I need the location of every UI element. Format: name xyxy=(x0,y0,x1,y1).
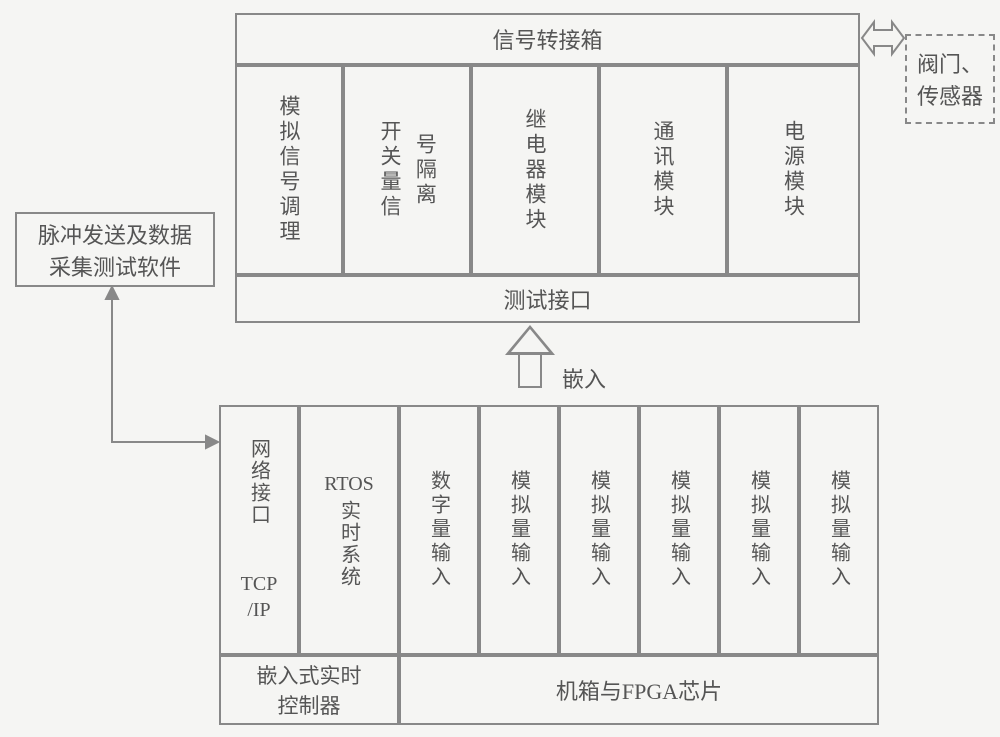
ctrl-footer: 嵌入式实时 控制器 xyxy=(219,655,399,725)
test-interface-text: 测试接口 xyxy=(503,283,591,315)
signal-box-title: 信号转接箱 xyxy=(235,13,860,65)
ctrl-footer-l2: 控制器 xyxy=(278,690,341,720)
module-analog-signal: 模拟信号调理 xyxy=(235,65,343,275)
module-label: 模拟信号调理 xyxy=(274,95,304,245)
fpga-footer-text: 机箱与FPGA芯片 xyxy=(556,674,722,706)
bidir-arrow-icon xyxy=(858,12,908,64)
fpga-mod-1: 模拟量输入 xyxy=(479,405,559,655)
pulse-software-box: 脉冲发送及数据 采集测试软件 xyxy=(15,212,215,287)
embed-arrow xyxy=(505,325,555,388)
net-if-text: 网络接口 xyxy=(245,438,274,526)
module-comm: 通讯模块 xyxy=(599,65,727,275)
l-arrow-icon xyxy=(100,287,230,457)
valve-sensor-box: 阀门、 传感器 xyxy=(905,34,995,124)
sensor-text: 传感器 xyxy=(917,79,983,111)
fpga-mod-label: 模拟量输入 xyxy=(665,470,694,590)
pulse-line1: 脉冲发送及数据 xyxy=(38,218,192,250)
module-relay: 继电器模块 xyxy=(471,65,599,275)
ctrl-footer-l1: 嵌入式实时 xyxy=(257,660,362,690)
fpga-mod-3: 模拟量输入 xyxy=(639,405,719,655)
rt-sys-text: 实时系统 xyxy=(335,500,364,588)
module-power: 电源模块 xyxy=(727,65,860,275)
module-switch-isolation: 开关量信 号隔离 xyxy=(343,65,471,275)
module-label: 电源模块 xyxy=(779,120,809,220)
fpga-mod-label: 模拟量输入 xyxy=(505,470,534,590)
fpga-mod-label: 模拟量输入 xyxy=(825,470,854,590)
pulse-line2: 采集测试软件 xyxy=(49,250,181,282)
tcpip-text: TCP/IP xyxy=(241,571,278,623)
module-label: 继电器模块 xyxy=(520,108,550,233)
fpga-footer: 机箱与FPGA芯片 xyxy=(399,655,879,725)
ctrl-net-interface: 网络接口 TCP/IP xyxy=(219,405,299,655)
signal-box-title-text: 信号转接箱 xyxy=(492,23,602,55)
embed-label: 嵌入 xyxy=(562,362,606,394)
valve-text: 阀门、 xyxy=(917,47,983,79)
fpga-mod-label: 数字量输入 xyxy=(425,470,454,590)
module-label: 开关量信 号隔离 xyxy=(375,120,440,220)
ctrl-rtos: RTOS 实时系统 xyxy=(299,405,399,655)
fpga-mod-4: 模拟量输入 xyxy=(719,405,799,655)
fpga-mod-5: 模拟量输入 xyxy=(799,405,879,655)
fpga-mod-0: 数字量输入 xyxy=(399,405,479,655)
rtos-text: RTOS xyxy=(324,473,374,496)
fpga-mod-label: 模拟量输入 xyxy=(585,470,614,590)
module-label: 通讯模块 xyxy=(648,120,678,220)
fpga-mod-2: 模拟量输入 xyxy=(559,405,639,655)
fpga-mod-label: 模拟量输入 xyxy=(745,470,774,590)
test-interface: 测试接口 xyxy=(235,275,860,323)
